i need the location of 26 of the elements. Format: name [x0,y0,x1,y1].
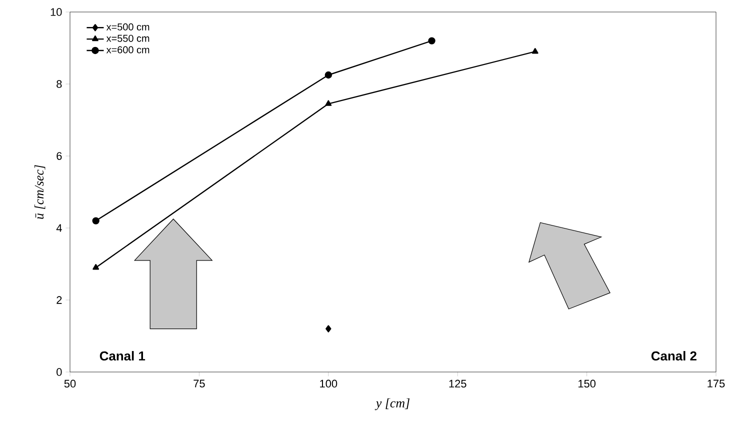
point [92,264,100,270]
point [428,37,436,44]
x-tick-label: 175 [708,380,725,388]
y-tick-label: 8 [56,80,62,88]
x-tick-label: 100 [320,380,338,388]
y-axis-title: ū [cm/sec] [34,165,46,219]
legend-label: x=500 cm [106,23,150,30]
x-tick-label: 75 [194,380,205,388]
y-tick-label: 0 [56,368,62,376]
point [532,48,538,54]
point [324,71,332,79]
legend-label: x=550 cm [106,34,150,42]
x-axis-title: y [cm] [374,398,410,410]
point [326,325,332,332]
x-tick-label: 150 [578,380,596,388]
y-tick-label: 10 [50,8,62,16]
x-tick-label: 125 [449,380,466,388]
y-tick-label: 6 [56,152,62,160]
point [92,217,100,224]
y-tick-label: 2 [56,296,62,304]
legend-label: x=600 cm [106,46,150,54]
annotation: Canal 2 [651,351,696,361]
point [325,100,332,106]
x-tick-label: 50 [64,380,76,388]
annotation: Canal 1 [100,351,146,361]
y-tick-label: 4 [56,224,62,232]
